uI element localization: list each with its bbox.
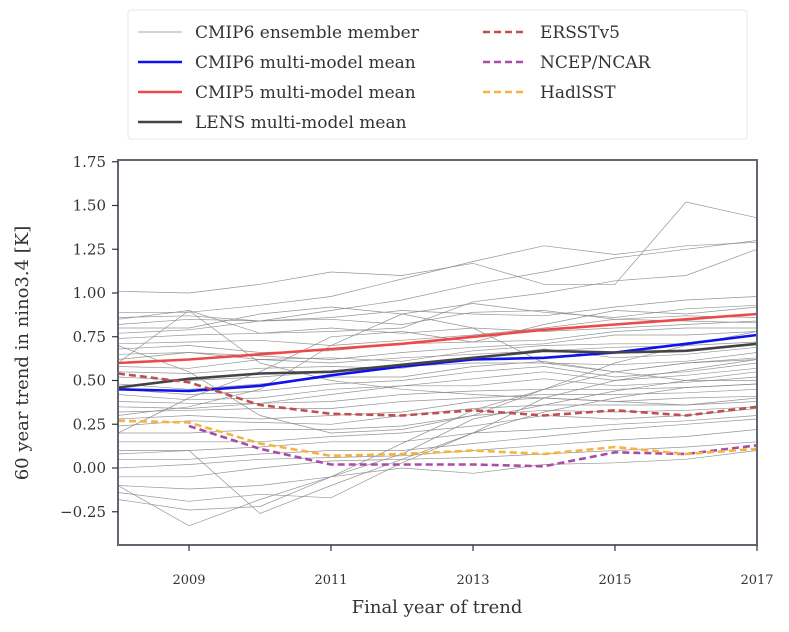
ensemble-member-line — [118, 441, 757, 478]
ensemble-member-line — [118, 383, 757, 514]
ensemble-member-line — [118, 352, 757, 381]
legend-label: CMIP6 multi-model mean — [195, 53, 416, 73]
y-tick-label: 1.75 — [73, 153, 106, 171]
ensemble-member-line — [118, 240, 757, 322]
ensemble-member-line — [118, 450, 757, 490]
ensemble-member-line — [118, 418, 757, 460]
ensemble-member-line — [118, 201, 757, 294]
ensemble-member-line — [118, 395, 757, 420]
x-tick-label: 2011 — [314, 573, 347, 588]
ensemble-member-line — [118, 341, 757, 369]
y-axis-label: 60 year trend in nino3.4 [K] — [12, 226, 33, 481]
series-line-ncep-ncar — [188, 424, 757, 468]
x-axis-label: Final year of trend — [352, 597, 523, 618]
y-tick-label: 0.75 — [73, 328, 106, 346]
x-tick-label: 2013 — [456, 573, 489, 588]
ensemble-member-line — [118, 359, 757, 527]
series-line-lens-multi-model-mean — [118, 342, 757, 389]
ensemble-member-line — [118, 367, 757, 401]
y-tick-label: 1.50 — [73, 197, 106, 215]
ensemble-member-line — [118, 306, 757, 434]
x-tick-label: 2017 — [740, 573, 773, 588]
ensemble-member-line — [118, 318, 757, 346]
legend-label: LENS multi-model mean — [195, 113, 407, 133]
y-tick-label: 0.25 — [73, 415, 106, 433]
ensemble-member-line — [118, 331, 757, 434]
legend-label: HadlSST — [540, 83, 616, 103]
ensemble-member-line — [118, 310, 757, 406]
ensemble-member-line — [118, 380, 757, 511]
ensemble-member-line — [118, 383, 757, 409]
ensemble-lines — [118, 201, 757, 527]
ensemble-member-line — [118, 310, 757, 334]
axes: −0.25 0.00 0.25 0.50 0.75 1.00 1.25 1.50 1.75 200… — [60, 153, 774, 588]
ensemble-member-line — [118, 415, 757, 451]
legend-box — [127, 9, 748, 140]
ensemble-member-line — [118, 296, 757, 325]
series-line-cmip5-multi-model-mean — [118, 312, 757, 365]
y-tick-label: −0.25 — [60, 503, 106, 521]
x-tick-label: 2015 — [598, 573, 631, 588]
ensemble-member-line — [118, 362, 757, 395]
ensemble-member-line — [118, 327, 757, 353]
ensemble-member-line — [118, 331, 757, 360]
y-tick-label: 1.00 — [73, 284, 106, 302]
y-tick-label: 1.25 — [73, 240, 106, 258]
ensemble-member-line — [118, 320, 757, 339]
ensemble-member-line — [118, 313, 757, 416]
series-line-hadisst — [118, 419, 757, 458]
legend: CMIP6 ensemble member CMIP6 multi-model m… — [127, 9, 748, 140]
series-line-cmip6-multi-model-mean — [118, 333, 757, 393]
series-line-ersstv5 — [118, 372, 757, 417]
plot-frame — [117, 159, 758, 546]
x-tick-label: 2009 — [172, 573, 205, 588]
ensemble-member-line — [118, 388, 757, 413]
ensemble-member-line — [118, 376, 757, 404]
series-lines — [118, 312, 757, 468]
ensemble-member-line — [118, 241, 757, 313]
legend-label: NCEP/NCAR — [540, 53, 652, 73]
legend-label: ERSSTv5 — [540, 23, 620, 43]
ensemble-member-line — [118, 248, 757, 334]
ensemble-member-line — [118, 406, 757, 434]
ensemble-member-line — [118, 303, 757, 329]
legend-label: CMIP5 multi-model mean — [195, 83, 416, 103]
y-tick-label: 0.00 — [73, 459, 106, 477]
legend-label: CMIP6 ensemble member — [195, 23, 420, 43]
y-tick-label: 0.50 — [73, 372, 106, 390]
ensemble-member-line — [118, 408, 757, 443]
ensemble-member-line — [118, 359, 757, 502]
